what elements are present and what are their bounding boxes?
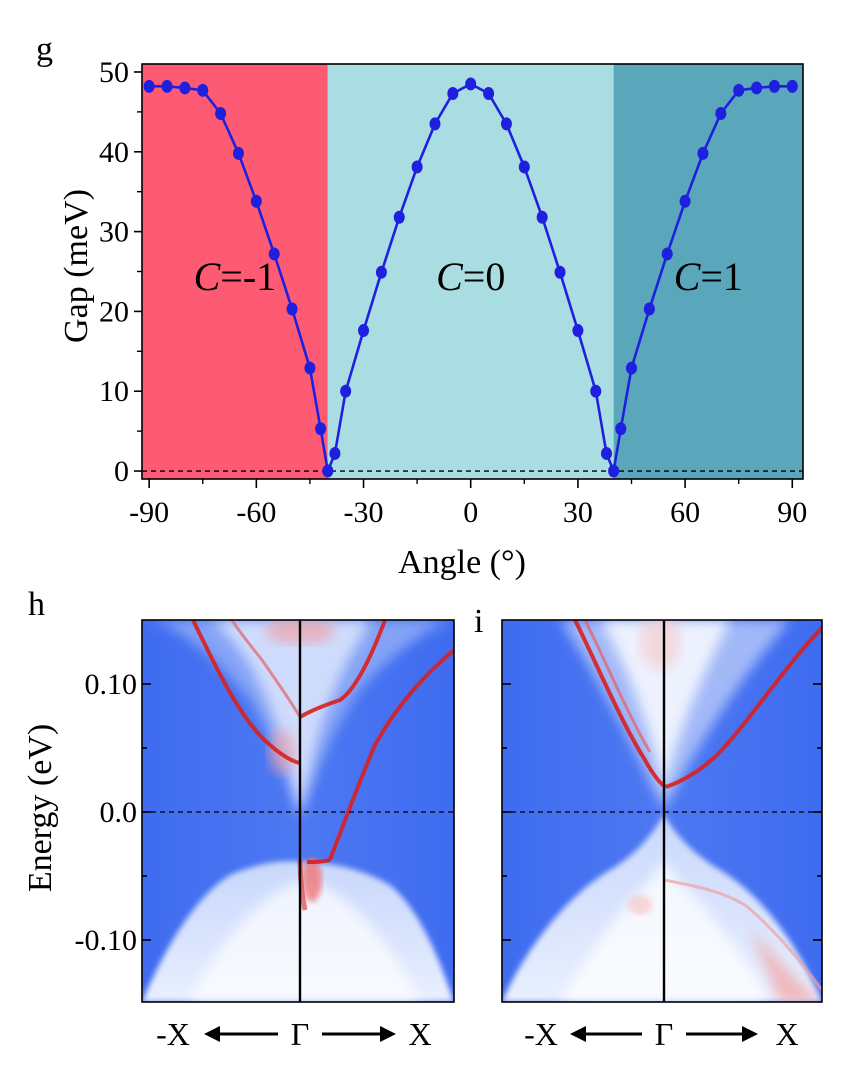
x-tick-label: 60 [670, 496, 700, 529]
data-point [286, 302, 298, 316]
phase-region-2 [613, 64, 803, 479]
data-point [661, 247, 673, 261]
data-point [751, 81, 763, 95]
x-axis-label: Angle (°) [398, 544, 526, 581]
data-point [733, 83, 745, 97]
y-axis-ticks-h [142, 683, 151, 941]
data-point [447, 87, 459, 101]
y-tick-label: 20 [99, 295, 129, 328]
data-point [625, 361, 637, 375]
plot-frame-i [501, 619, 823, 1003]
x-label-gamma-h: Γ [291, 1016, 310, 1052]
data-point [465, 77, 477, 91]
y-axis-label: Gap (meV) [58, 189, 95, 343]
data-point [329, 446, 341, 460]
data-point [340, 384, 352, 398]
data-point [572, 324, 584, 338]
y-tick-label--0.10: -0.10 [75, 924, 138, 957]
data-point [590, 384, 602, 398]
x-tick-label: -90 [129, 496, 169, 529]
y-tick-label: 50 [99, 56, 129, 89]
panel-h: h [22, 586, 455, 1052]
phase-regions [142, 64, 803, 479]
data-point [679, 194, 691, 208]
data-point [429, 117, 441, 131]
band-structure-heatmap-i [502, 620, 822, 1002]
y-axis-ticks: 0 10 20 30 40 50 [99, 56, 142, 488]
x-label-x-i: X [775, 1016, 798, 1052]
right-arrow-icon [322, 1026, 396, 1042]
x-tick-label: 90 [777, 496, 807, 529]
data-point [393, 210, 405, 224]
right-arrow-icon [686, 1026, 758, 1042]
data-point [322, 464, 334, 478]
y-tick-label: 0 [114, 455, 129, 488]
band-structure-heatmap-h [142, 620, 454, 1002]
data-point [411, 160, 423, 174]
data-point [483, 87, 495, 101]
x-tick-label: -60 [236, 496, 276, 529]
left-arrow-icon [204, 1026, 278, 1042]
y-tick-label: 10 [99, 375, 129, 408]
data-point [697, 146, 709, 160]
y-tick-label: 30 [99, 216, 129, 249]
data-point [715, 106, 727, 120]
data-point [304, 361, 316, 375]
x-tick-label: 0 [463, 496, 478, 529]
y-axis-label-h: Energy (eV) [22, 724, 59, 892]
phase-region-labels: C=-1 C=0 C=1 [194, 254, 743, 299]
data-point [179, 81, 191, 95]
data-point [215, 106, 227, 120]
data-point [358, 324, 370, 338]
x-label-minus-x-i: -X [524, 1016, 558, 1052]
plot-frame-h [141, 619, 455, 1003]
data-point [197, 83, 209, 97]
y-tick-label-0.0: 0.0 [100, 796, 138, 829]
data-point [518, 160, 530, 174]
chern-number-label: C=1 [674, 254, 743, 299]
data-point [615, 422, 627, 436]
x-tick-label: 30 [563, 496, 593, 529]
x-axis-ticks: -90 -60 -30 0 30 60 90 [129, 479, 807, 529]
phase-region-0 [142, 64, 328, 479]
x-tick-label: -30 [344, 496, 384, 529]
phase-region-1 [327, 64, 614, 479]
chern-number-label: C=0 [436, 254, 505, 299]
panel-label-i: i [474, 603, 483, 640]
panel-i: i [474, 603, 823, 1052]
data-point [608, 464, 620, 478]
panel-label-h: h [28, 586, 45, 623]
x-label-x-h: X [408, 1016, 431, 1052]
data-point [250, 194, 262, 208]
y-tick-label: 40 [99, 136, 129, 169]
x-label-minus-x-h: -X [156, 1016, 190, 1052]
data-point [786, 79, 798, 93]
panel-label-g: g [36, 31, 53, 68]
y-axis-ticks-i [502, 683, 822, 941]
data-point [232, 146, 244, 160]
panel-g: g C=-1 C=0 C=1 -90 -60 -30 0 30 60 90 0 10 20 30 40 5… [36, 31, 807, 581]
data-point [375, 265, 387, 279]
data-point [161, 79, 173, 93]
data-point [143, 79, 155, 93]
chern-number-label: C=-1 [194, 254, 277, 299]
data-point [315, 422, 327, 436]
y-tick-label-0.10: 0.10 [85, 668, 138, 701]
data-point [768, 79, 780, 93]
gap-data-points [143, 77, 798, 478]
data-point [268, 247, 280, 261]
x-label-gamma-i: Γ [655, 1016, 674, 1052]
left-arrow-icon [570, 1026, 642, 1042]
data-point [600, 446, 612, 460]
data-point [643, 302, 655, 316]
data-point [536, 210, 548, 224]
data-point [554, 265, 566, 279]
data-point [500, 117, 512, 131]
